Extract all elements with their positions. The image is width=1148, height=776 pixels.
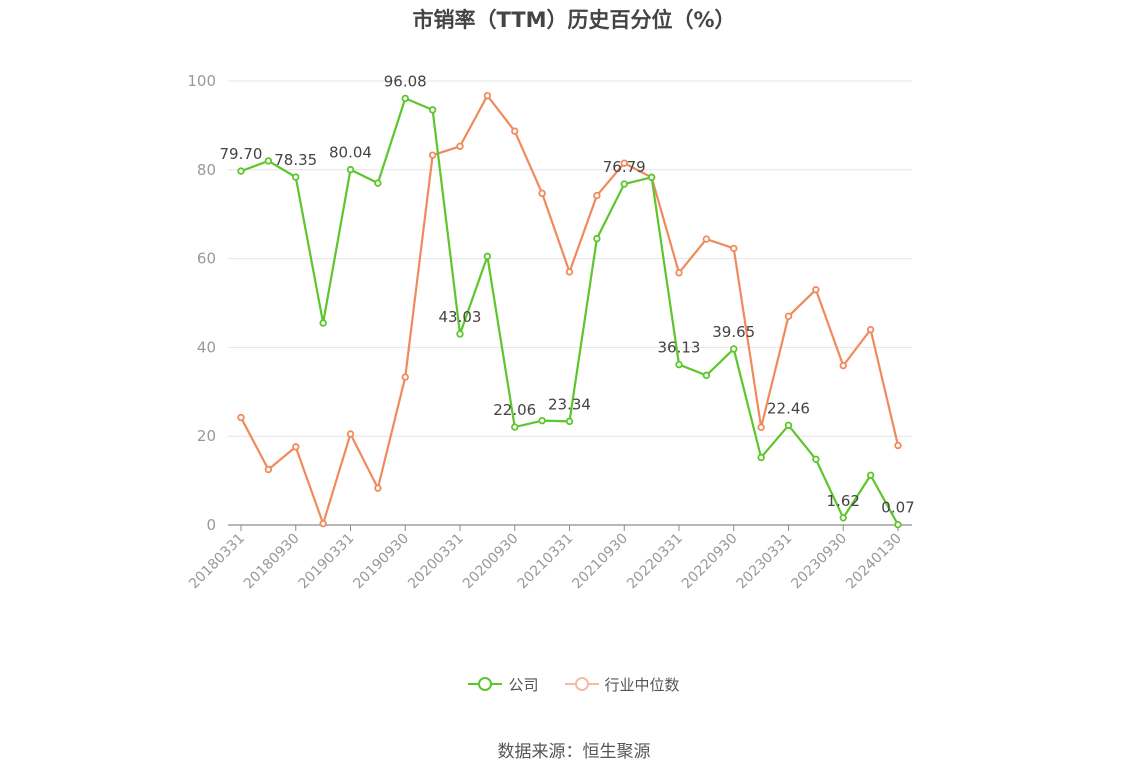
data-point-0 [757,453,765,462]
data-label: 36.13 [658,339,701,357]
data-label: 39.65 [712,323,755,341]
x-tick-label: 20190930 [350,531,412,593]
data-point-1 [620,159,628,167]
data-point-1 [757,423,765,432]
data-point-0 [839,514,847,522]
data-point-1 [292,443,300,451]
x-tick-label: 20230331 [734,531,796,593]
data-point-0 [894,520,902,529]
y-tick-label: 0 [206,516,216,534]
data-label: 76.79 [603,158,646,176]
data-point-0 [565,417,574,426]
data-point-1 [538,189,546,198]
data-point-0 [675,360,683,369]
data-point-0 [319,319,327,327]
data-point-0 [511,423,519,431]
y-tick-label: 40 [197,338,216,356]
x-tick-label: 20220331 [624,531,686,593]
data-label: 79.70 [220,145,263,163]
x-tick-label: 20210331 [515,531,577,593]
data-point-0 [538,416,546,425]
data-point-0 [346,165,355,174]
data-point-0 [702,371,711,380]
data-point-0 [620,180,628,188]
data-point-1 [784,312,793,321]
data-label: 43.03 [439,308,482,326]
data-point-1 [730,244,738,253]
data-point-1 [374,484,382,492]
data-point-1 [511,127,519,135]
data-point-1 [702,235,711,243]
data-point-1 [428,151,437,159]
y-tick-label: 80 [197,161,216,179]
data-point-0 [428,106,437,114]
data-point-0 [237,167,245,175]
x-tick-label: 20180930 [241,531,303,593]
legend-marker-company [468,673,503,695]
x-tick-label: 20210930 [569,531,631,593]
data-point-1 [675,269,683,277]
data-point-0 [401,94,409,103]
data-source: 数据来源：恒生聚源 [497,742,651,762]
y-tick-label: 100 [187,72,216,90]
legend-label-company: 公司 [508,675,539,694]
legend: 公司 行业中位数 [0,673,1148,695]
x-tick-label: 20230930 [788,531,850,593]
data-label: 78.35 [274,151,317,169]
data-point-0 [593,234,601,243]
data-label: 80.04 [329,144,372,162]
data-label: 22.06 [493,401,536,419]
y-tick-label: 20 [197,427,216,445]
legend-item-industry-median[interactable]: 行业中位数 [564,673,680,695]
data-label: 22.46 [767,399,810,417]
data-point-1 [894,441,902,450]
data-point-1 [866,325,875,334]
data-point-1 [319,519,327,528]
data-point-1 [593,191,601,200]
data-point-0 [483,252,492,261]
data-point-0 [866,471,875,479]
legend-item-company[interactable]: 公司 [468,673,539,695]
x-tick-label: 20200930 [460,531,522,593]
data-point-1 [401,373,409,381]
legend-label-industry-median: 行业中位数 [604,675,680,694]
data-label: 96.08 [384,72,427,90]
data-point-0 [264,157,273,165]
data-label: 1.62 [827,492,860,510]
data-point-1 [264,465,273,474]
data-point-1 [237,413,245,422]
data-point-1 [456,142,464,150]
data-point-0 [292,173,300,181]
data-point-0 [647,173,656,182]
data-point-0 [812,455,820,463]
data-point-1 [565,268,574,276]
x-tick-label: 20240130 [843,531,905,593]
data-point-1 [812,285,820,294]
x-tick-label: 20200331 [405,531,467,593]
data-point-0 [456,330,464,338]
data-point-1 [346,430,355,438]
data-point-0 [374,179,382,187]
x-tick-label: 20180331 [186,531,248,593]
chart-title: 市销率（TTM）历史百分位（%） [412,8,736,32]
legend-marker-industry-median [564,673,599,695]
data-point-1 [839,361,847,370]
data-point-1 [483,91,492,100]
data-label: 23.34 [548,395,591,413]
data-point-0 [784,421,793,429]
y-tick-label: 60 [197,250,216,268]
x-tick-label: 20220930 [679,531,741,593]
data-label: 0.07 [881,499,914,517]
series-line-0 [240,97,899,526]
data-point-0 [730,345,738,353]
x-tick-label: 20190331 [296,531,358,593]
